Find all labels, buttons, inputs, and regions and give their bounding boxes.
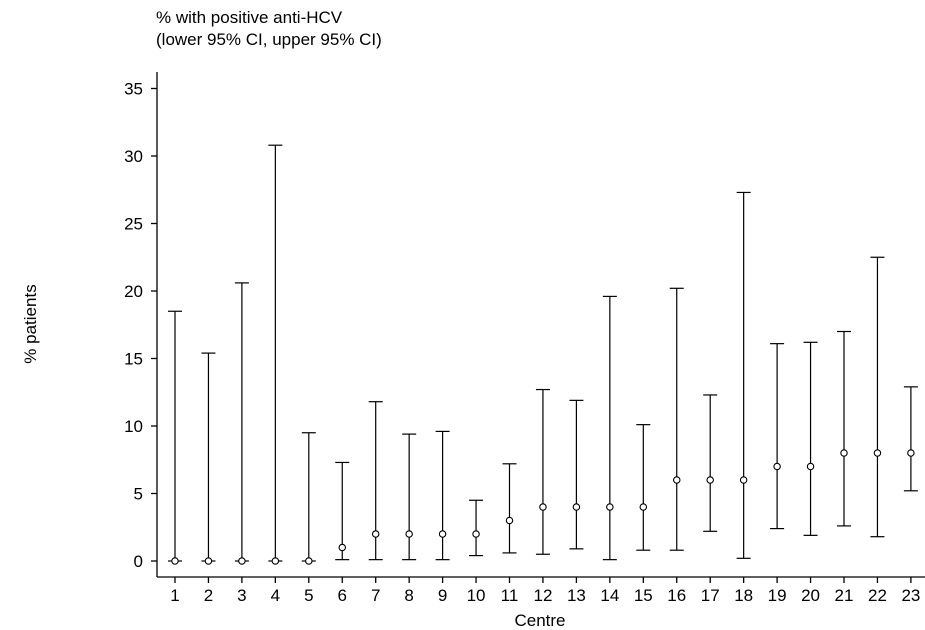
y-tick-label: 15 [124,350,143,369]
point-estimate [840,449,848,457]
x-tick-label: 1 [170,586,179,605]
y-tick-label: 25 [124,215,143,234]
point-estimate [873,449,882,457]
point-estimate [572,503,581,511]
point-estimate [371,530,380,538]
x-tick-label: 20 [801,586,820,605]
x-tick-label: 9 [438,586,447,605]
x-tick-label: 16 [667,586,686,605]
point-estimate [606,503,614,511]
point-estimate [539,503,547,511]
point-estimate [672,476,681,484]
x-tick-label: 15 [634,586,653,605]
y-axis-label: % patients [21,284,40,363]
point-estimate [639,503,648,511]
x-tick-label: 18 [734,586,753,605]
x-tick-label: 12 [533,586,552,605]
y-tick-label: 35 [124,80,143,99]
point-estimate [773,462,781,471]
x-tick-label: 5 [304,586,313,605]
point-estimate [806,462,815,471]
y-tick-label: 30 [124,147,143,166]
point-estimate [405,530,413,538]
y-axis-ticks: 0 5 10 15 20 25 30 35 [124,80,157,571]
y-tick-label: 20 [124,282,143,301]
x-tick-label: 10 [467,586,486,605]
x-tick-label: 6 [338,586,347,605]
y-tick-label: 10 [124,417,143,436]
x-axis-ticks: 1 2 3 4 5 6 7 8 9 10 11 12 13 14 15 16 17 18 19 20 21 22 23 [170,577,920,605]
x-tick-label: 13 [567,586,586,605]
point-estimate [739,476,748,484]
point-estimate [338,543,346,552]
point-estimate [204,557,213,565]
chart-title-line-1: % with positive anti-HCV [156,8,343,27]
x-tick-label: 17 [701,586,720,605]
chart-title-line-2: (lower 95% CI, upper 95% CI) [156,30,382,49]
point-estimate [472,530,480,538]
x-tick-label: 2 [204,586,213,605]
x-tick-label: 21 [835,586,854,605]
x-tick-label: 4 [271,586,280,605]
x-axis-label: Centre [514,611,565,630]
x-tick-label: 7 [371,586,380,605]
point-estimate [271,557,280,565]
x-tick-label: 3 [237,586,246,605]
y-tick-label: 5 [134,485,143,504]
point-estimate [171,557,179,565]
x-tick-label: 11 [501,586,519,605]
x-tick-label: 23 [901,586,920,605]
point-estimate [238,557,246,565]
y-tick-label: 0 [134,552,143,571]
point-estimate [907,449,915,457]
x-tick-label: 14 [600,586,619,605]
point-estimate [706,476,714,484]
point-estimate [505,516,514,525]
x-tick-label: 22 [868,586,887,605]
x-tick-label: 19 [768,586,787,605]
x-tick-label: 8 [404,586,413,605]
point-estimate [305,557,313,565]
ci-marks [168,144,918,565]
point-estimate [438,530,447,538]
axes [156,72,925,578]
